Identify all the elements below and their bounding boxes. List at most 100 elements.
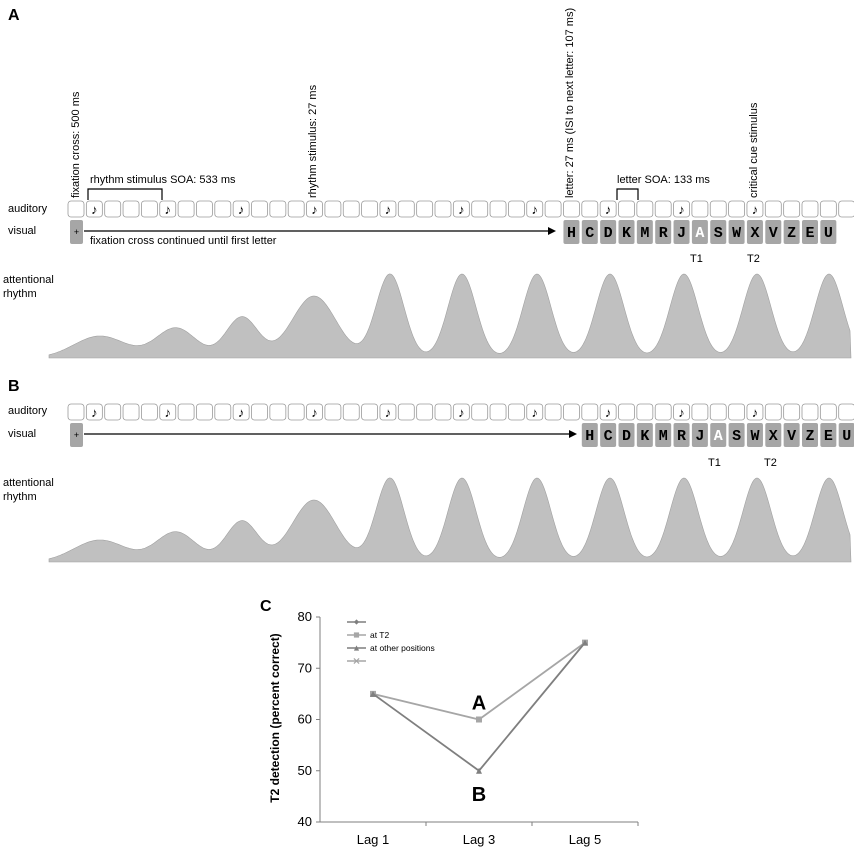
chart-ticks: 40 50 60 70 80 Lag 1 Lag 3 Lag 5 — [298, 609, 639, 847]
auditory-slot-box — [324, 200, 342, 218]
fixation-box — [70, 220, 83, 244]
letter-stimulus: H — [581, 423, 598, 447]
auditory-slot — [728, 200, 745, 218]
auditory-slot-box — [397, 200, 415, 218]
auditory-slot: ♪ — [85, 403, 103, 421]
fixation-stimulus: + — [70, 423, 83, 447]
auditory-slot — [489, 200, 507, 218]
fixation-arrowhead — [548, 227, 556, 235]
letter-glyph: X — [750, 225, 759, 242]
auditory-slot-box — [251, 403, 268, 421]
letter-glyph: A — [695, 225, 704, 242]
legend-item — [347, 657, 366, 665]
auditory-slot — [471, 200, 489, 218]
auditory-slot-box — [324, 403, 342, 421]
marker-triangle — [353, 645, 360, 651]
letter-glyph: W — [750, 428, 759, 445]
music-note-icon: ♪ — [678, 202, 685, 217]
auditory-slot-box — [67, 403, 85, 421]
music-note-icon: ♪ — [385, 405, 392, 420]
letter-glyph: Z — [787, 225, 796, 242]
auditory-slot-box — [764, 200, 782, 218]
auditory-slot — [728, 403, 745, 421]
music-note-icon: ♪ — [311, 405, 318, 420]
fixation-cross-icon: + — [74, 430, 79, 440]
letter-duration-annotation: letter: 27 ms (ISI to next letter: 107 m… — [564, 8, 576, 198]
auditory-slot — [196, 403, 213, 421]
auditory-slot-box — [618, 403, 635, 421]
auditory-slot-box — [85, 403, 103, 421]
auditory-slot-box — [526, 200, 544, 218]
letter-glyph: H — [585, 428, 594, 445]
auditory-slot — [287, 403, 305, 421]
auditory-slot: ♪ — [379, 200, 397, 218]
auditory-slot — [507, 200, 525, 218]
point-annotation-label: B — [472, 784, 486, 806]
auditory-slot — [838, 403, 854, 421]
letter-glyph: J — [677, 225, 686, 242]
legend-item: at other positions — [347, 643, 435, 653]
auditory-slot: ♪ — [159, 200, 177, 218]
letter-stimulus: Z — [783, 220, 800, 244]
auditory-slot: ♪ — [526, 403, 544, 421]
auditory-slot — [342, 403, 360, 421]
letter-box — [618, 423, 635, 447]
auditory-slot-box — [232, 200, 250, 218]
auditory-slot-box — [397, 403, 415, 421]
letter-stimulus: K — [636, 423, 653, 447]
auditory-slot-box — [709, 403, 727, 421]
letter-glyph: V — [769, 225, 778, 242]
letter-glyph: W — [732, 225, 741, 242]
auditory-slot — [819, 403, 837, 421]
auditory-slot — [287, 200, 305, 218]
auditory-row: ♪ ♪ ♪ ♪ ♪ ♪ ♪ ♪ ♪ ♪ — [67, 200, 854, 218]
auditory-slot — [709, 200, 727, 218]
music-note-icon: ♪ — [458, 202, 465, 217]
legend-item — [347, 619, 366, 625]
letter-glyph: C — [604, 428, 613, 445]
letter-box — [765, 423, 782, 447]
auditory-slot — [434, 200, 452, 218]
series-at-other-positions — [370, 639, 588, 774]
auditory-slot-box — [67, 200, 85, 218]
auditory-slot — [618, 200, 635, 218]
auditory-slot: ♪ — [232, 200, 250, 218]
auditory-slot — [618, 403, 635, 421]
marker-square — [476, 716, 482, 723]
auditory-slot — [507, 403, 525, 421]
auditory-slot-box — [159, 403, 177, 421]
music-note-icon: ♪ — [605, 202, 612, 217]
letter-stimulus: W — [746, 423, 763, 447]
letter-stimulus: E — [820, 423, 837, 447]
auditory-slot — [764, 403, 782, 421]
auditory-slot-box — [196, 200, 213, 218]
marker-diamond — [353, 619, 360, 625]
marker-triangle — [476, 767, 482, 774]
letter-stimulus: J — [673, 220, 690, 244]
letter-box — [710, 423, 727, 447]
auditory-slot: ♪ — [746, 200, 764, 218]
auditory-slot — [251, 403, 268, 421]
auditory-slot-box — [746, 403, 764, 421]
auditory-slot — [654, 200, 672, 218]
letter-box — [820, 423, 837, 447]
auditory-slot-box — [691, 403, 709, 421]
t1-label: T1 — [690, 253, 703, 265]
attentional-rhythm-wave — [48, 477, 852, 563]
auditory-slot — [544, 200, 562, 218]
auditory-slot — [764, 200, 782, 218]
letter-glyph: U — [842, 428, 851, 445]
music-note-icon: ♪ — [165, 405, 172, 420]
auditory-slot — [140, 200, 158, 218]
auditory-slot-box — [85, 200, 103, 218]
letter-box — [655, 423, 672, 447]
auditory-slot-box — [581, 200, 599, 218]
visual-label: visual — [8, 428, 36, 440]
music-note-icon: ♪ — [678, 405, 685, 420]
auditory-slot-box — [140, 200, 158, 218]
legend-label: at other positions — [370, 643, 435, 653]
visual-row: + H C D K M R J A S W X V Z E U — [70, 423, 854, 447]
attentional-rhythm-wave — [48, 273, 852, 359]
auditory-slot-box — [452, 403, 470, 421]
